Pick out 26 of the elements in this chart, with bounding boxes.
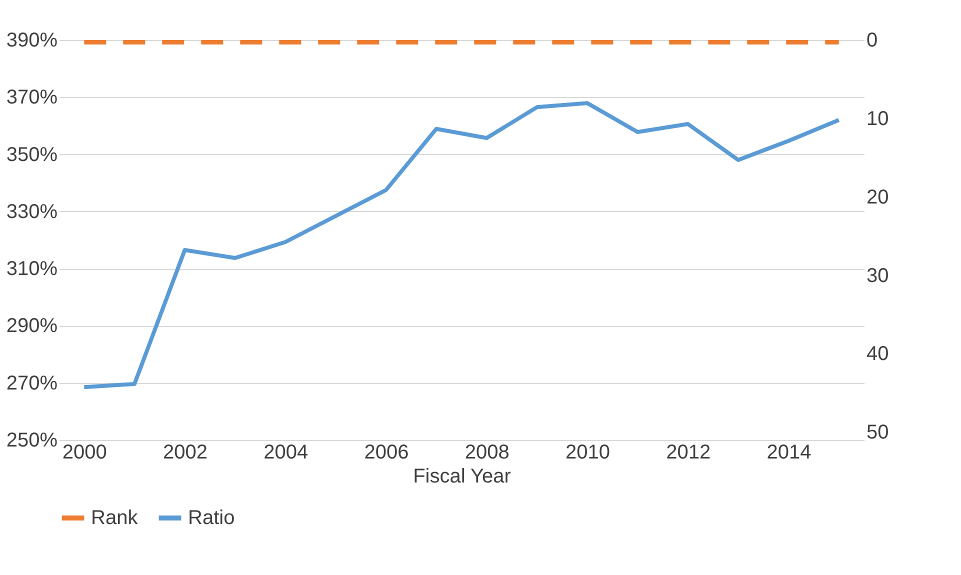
x-tick-label: 2012 <box>666 442 711 464</box>
y2-tick-label: 40 <box>866 343 889 366</box>
line-series <box>82 101 841 390</box>
y2-tick-label: 30 <box>866 264 889 287</box>
x-tick-label: 2014 <box>766 442 812 464</box>
y-tick-label: 310% <box>6 258 58 280</box>
y-tick-label: 370% <box>6 86 58 109</box>
y2-tick-label: 20 <box>866 186 889 208</box>
x-tick-label: 2000 <box>62 442 107 464</box>
legend-label: Ratio <box>188 507 235 529</box>
x-axis-title: Fiscal Year <box>413 466 512 488</box>
x-tick-label: 2010 <box>566 442 610 464</box>
y-tick-label: 250% <box>6 430 58 452</box>
x-tick-label: 2008 <box>464 442 510 464</box>
y-tick-label: 330% <box>6 200 58 223</box>
y2-tick-label: 50 <box>866 422 889 444</box>
y-tick-label: 390% <box>6 30 58 52</box>
y-tick-label: 350% <box>6 144 58 166</box>
y2-tick-label: 10 <box>866 108 889 130</box>
x-tick-label: 2006 <box>364 442 409 464</box>
x-tick-label: 2002 <box>163 442 208 464</box>
y-tick-label: 270% <box>6 372 58 394</box>
y2-tick-label: 0 <box>866 30 878 52</box>
x-tick-label: 2004 <box>264 442 308 464</box>
legend-label: Rank <box>91 507 139 529</box>
y-tick-label: 290% <box>6 315 58 338</box>
